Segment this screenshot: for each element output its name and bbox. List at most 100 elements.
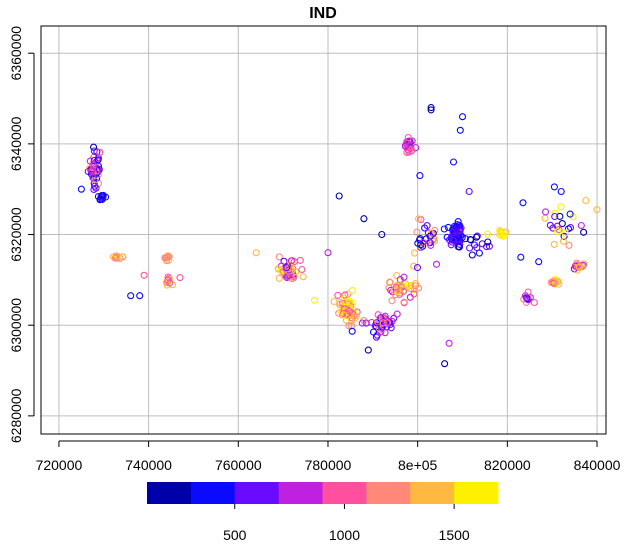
x-axis: 720000 740000 760000 780000 8e+05 820000 84000…: [36, 440, 621, 473]
data-point: [413, 264, 422, 272]
data-point: [440, 225, 448, 233]
data-point: [551, 209, 559, 217]
data-point: [377, 328, 385, 336]
data-point: [351, 314, 359, 322]
data-point: [411, 249, 419, 257]
data-point: [369, 328, 378, 336]
data-point: [93, 174, 101, 182]
data-point: [557, 187, 565, 196]
data-point: [571, 262, 579, 270]
data-point: [541, 208, 550, 216]
data-point: [95, 165, 103, 173]
data-point: [484, 238, 492, 246]
data-point: [348, 327, 356, 335]
data-point: [90, 156, 98, 164]
data-point: [473, 232, 481, 240]
data-point: [348, 286, 356, 295]
data-point: [91, 182, 99, 190]
data-point: [466, 235, 474, 244]
data-point: [517, 253, 525, 261]
data-point: [554, 227, 562, 236]
data-point: [415, 215, 423, 223]
data-point: [550, 279, 558, 287]
data-point: [408, 147, 416, 155]
y-tick-label: 6280000: [8, 388, 24, 443]
data-point: [475, 249, 483, 257]
data-point: [485, 242, 493, 250]
data-point: [541, 214, 549, 222]
data-point: [454, 218, 462, 226]
data-point: [565, 241, 573, 249]
data-point: [341, 291, 349, 299]
data-point: [419, 242, 427, 250]
color-key-swatch: [147, 482, 192, 504]
plot-frame: [40, 25, 607, 435]
data-point: [419, 238, 427, 247]
x-tick-label: 840000: [574, 457, 621, 473]
data-point: [335, 309, 343, 317]
data-point: [163, 253, 171, 262]
color-key: 500 1000 1500: [147, 482, 499, 543]
x-tick-label: 820000: [484, 457, 531, 473]
data-point: [275, 274, 283, 282]
data-point: [456, 227, 464, 235]
data-point: [96, 195, 104, 203]
data-point: [449, 228, 457, 237]
data-point: [406, 293, 414, 301]
data-point: [580, 228, 588, 236]
data-point: [473, 244, 481, 252]
color-key-swatch: [234, 482, 280, 504]
data-point: [393, 310, 401, 318]
data-point: [335, 192, 343, 200]
data-point: [340, 298, 348, 306]
data-point: [92, 184, 100, 192]
x-tick-label: 720000: [36, 457, 83, 473]
color-key-swatch: [190, 482, 236, 504]
data-point: [410, 285, 418, 293]
data-point: [298, 265, 306, 274]
data-point: [94, 170, 102, 179]
data-point: [557, 203, 565, 211]
data-point: [546, 221, 554, 229]
data-point: [472, 233, 481, 241]
data-point: [411, 282, 420, 290]
data-point: [176, 274, 184, 282]
data-point: [383, 319, 391, 327]
data-point: [458, 233, 466, 241]
data-point: [136, 292, 144, 300]
data-point: [274, 265, 282, 273]
data-point: [395, 286, 403, 294]
x-tick-label: 740000: [125, 457, 172, 473]
color-key-swatch: [322, 482, 367, 504]
data-point: [310, 296, 319, 304]
data-point: [551, 278, 559, 286]
data-point: [456, 126, 464, 134]
data-point: [388, 297, 396, 305]
data-point: [400, 298, 408, 306]
data-point: [360, 215, 368, 223]
data-point: [393, 272, 401, 280]
data-point: [340, 311, 348, 319]
data-point: [466, 244, 474, 252]
data-point: [450, 236, 458, 245]
data-point: [550, 240, 558, 248]
data-point: [497, 229, 505, 237]
data-point: [94, 156, 102, 164]
data-point: [423, 222, 431, 230]
data-point: [379, 319, 387, 327]
data-point: [550, 183, 558, 191]
data-point: [555, 226, 563, 234]
data-point: [410, 290, 418, 298]
data-point: [296, 256, 304, 264]
data-point: [161, 254, 169, 262]
data-point: [496, 231, 504, 239]
data-point: [345, 322, 353, 330]
data-point: [566, 210, 574, 218]
data-point: [378, 230, 386, 239]
data-point: [387, 286, 395, 294]
data-point: [530, 298, 538, 307]
data-point: [465, 187, 473, 196]
data-point: [358, 319, 366, 327]
data-point: [535, 258, 543, 266]
